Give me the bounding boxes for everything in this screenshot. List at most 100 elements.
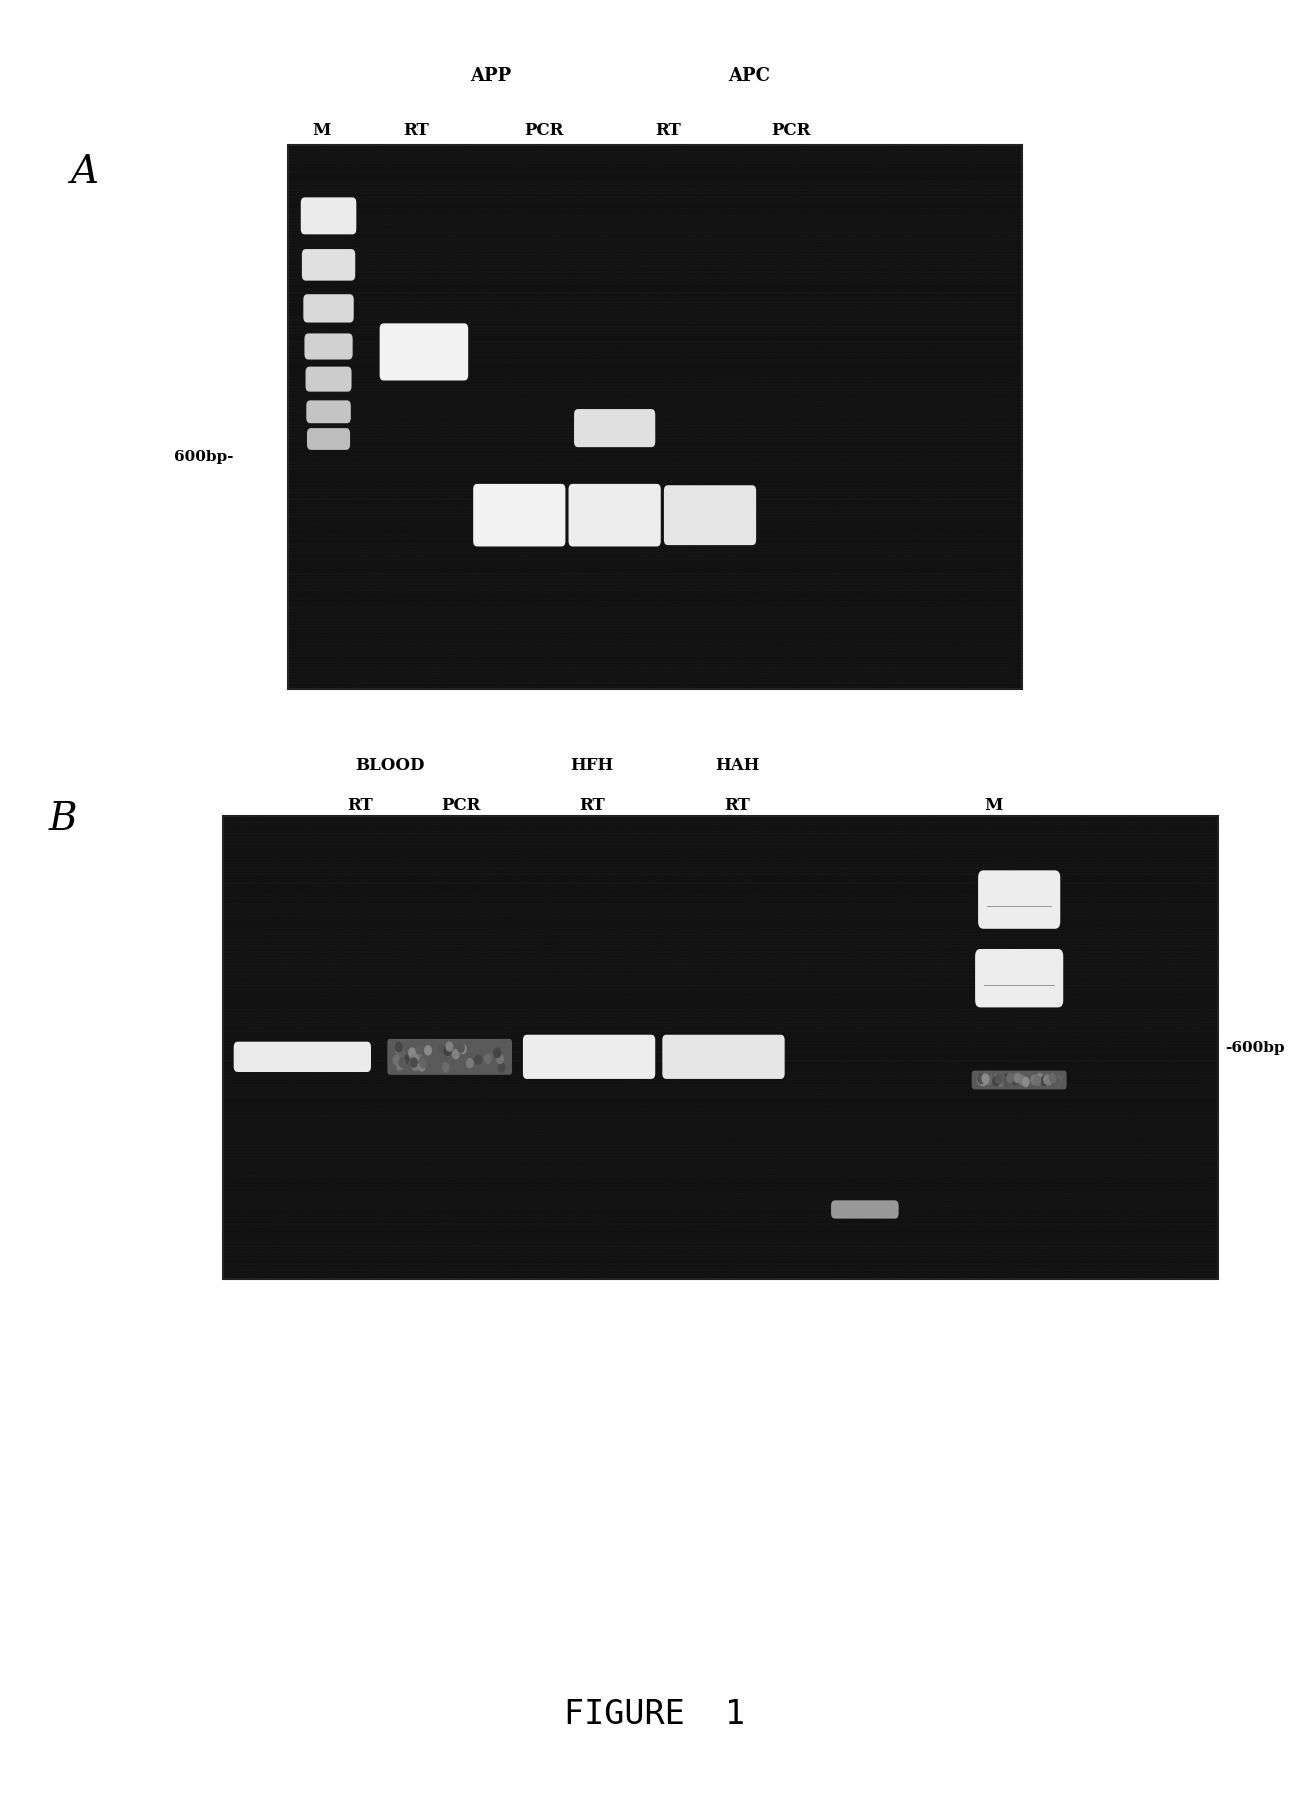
Point — [749, 936, 770, 965]
Point — [952, 406, 973, 435]
Point — [992, 1065, 1013, 1094]
Point — [768, 1054, 789, 1083]
Point — [369, 849, 390, 878]
Point — [1174, 1248, 1195, 1277]
Point — [982, 660, 1003, 689]
Point — [884, 510, 905, 539]
Point — [938, 1045, 959, 1074]
Point — [648, 285, 669, 314]
Point — [329, 185, 350, 214]
Point — [1137, 1078, 1158, 1107]
Point — [884, 205, 905, 234]
Point — [570, 317, 591, 346]
Point — [748, 922, 769, 951]
Point — [935, 481, 956, 510]
Point — [863, 842, 884, 871]
Point — [963, 1208, 984, 1237]
Point — [462, 461, 483, 490]
Point — [415, 216, 436, 245]
Point — [870, 1203, 891, 1232]
Circle shape — [418, 1061, 424, 1070]
Point — [572, 1177, 593, 1206]
Point — [962, 388, 982, 417]
Point — [424, 533, 445, 562]
Point — [757, 303, 778, 332]
Point — [671, 1179, 692, 1208]
Point — [635, 250, 656, 279]
Point — [1061, 990, 1082, 1019]
Point — [950, 268, 971, 297]
Point — [461, 412, 482, 441]
Point — [486, 492, 507, 521]
Point — [479, 1246, 500, 1275]
Point — [394, 252, 415, 281]
Point — [512, 987, 533, 1016]
Point — [224, 961, 245, 990]
Point — [1115, 814, 1136, 844]
Point — [313, 181, 334, 210]
Point — [731, 365, 752, 394]
Point — [570, 156, 591, 185]
Point — [988, 196, 1009, 225]
Point — [837, 608, 858, 637]
Point — [1074, 1001, 1095, 1030]
Point — [714, 1235, 735, 1264]
Point — [810, 909, 831, 938]
Point — [680, 138, 701, 167]
Point — [617, 1085, 638, 1114]
Point — [622, 1112, 643, 1141]
Point — [481, 669, 502, 698]
Point — [914, 365, 935, 394]
Point — [730, 292, 751, 321]
Point — [234, 1065, 255, 1094]
Point — [288, 472, 309, 501]
Point — [652, 644, 673, 673]
Point — [308, 816, 329, 845]
Point — [456, 1130, 477, 1159]
Point — [618, 949, 639, 978]
Point — [1058, 1078, 1079, 1107]
Point — [790, 468, 811, 497]
Point — [284, 519, 305, 548]
Point — [637, 1090, 658, 1119]
Point — [283, 1143, 304, 1172]
Point — [271, 1010, 292, 1039]
Point — [409, 847, 430, 876]
Point — [714, 343, 735, 372]
Point — [1026, 1134, 1047, 1163]
Point — [946, 283, 967, 312]
Point — [1131, 983, 1151, 1012]
Point — [266, 985, 287, 1014]
Point — [751, 655, 772, 684]
Point — [410, 1221, 431, 1250]
Point — [1112, 1157, 1133, 1186]
Point — [269, 970, 290, 1000]
Point — [557, 171, 578, 200]
Point — [658, 278, 679, 307]
Point — [385, 492, 406, 521]
Point — [462, 372, 483, 401]
Point — [1087, 1143, 1108, 1172]
Point — [697, 990, 718, 1019]
Point — [735, 834, 756, 863]
Point — [473, 814, 494, 844]
Point — [266, 1172, 287, 1201]
Point — [559, 958, 580, 987]
Point — [352, 958, 373, 987]
Point — [883, 965, 904, 994]
Point — [709, 1237, 730, 1266]
Point — [1065, 1237, 1086, 1266]
Point — [671, 317, 692, 346]
Point — [971, 221, 992, 250]
Point — [356, 1103, 377, 1132]
Point — [288, 958, 309, 987]
Point — [362, 256, 383, 285]
Point — [546, 566, 567, 595]
Point — [806, 423, 827, 452]
Point — [566, 1132, 587, 1161]
Point — [354, 452, 375, 481]
Point — [743, 495, 764, 524]
Point — [411, 1143, 432, 1172]
Point — [1091, 1103, 1112, 1132]
Point — [764, 580, 785, 610]
